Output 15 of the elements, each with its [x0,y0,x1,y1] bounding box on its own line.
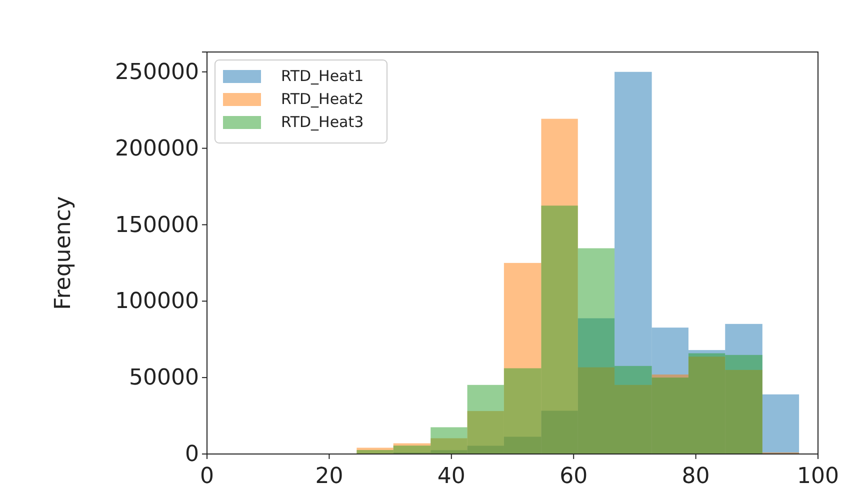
x-tick-label: 60 [560,464,588,489]
legend-label: RTD_Heat2 [281,90,364,108]
y-tick-label: 50000 [129,366,199,391]
x-tick-label: 40 [437,464,466,489]
x-tick-label: 100 [797,464,839,489]
y-axis-title: Frequency [51,196,76,310]
y-tick-label: 150000 [115,212,199,238]
y-tick-label: 0 [185,442,199,468]
x-tick-label: 20 [315,464,344,489]
legend-label: RTD_Heat1 [281,67,364,85]
y-tick-label: 100000 [115,289,199,314]
x-tick-label: 80 [682,464,710,489]
y-tick-label: 200000 [115,136,199,162]
y-tick-label: 250000 [115,60,199,85]
legend-label: RTD_Heat3 [281,113,364,131]
